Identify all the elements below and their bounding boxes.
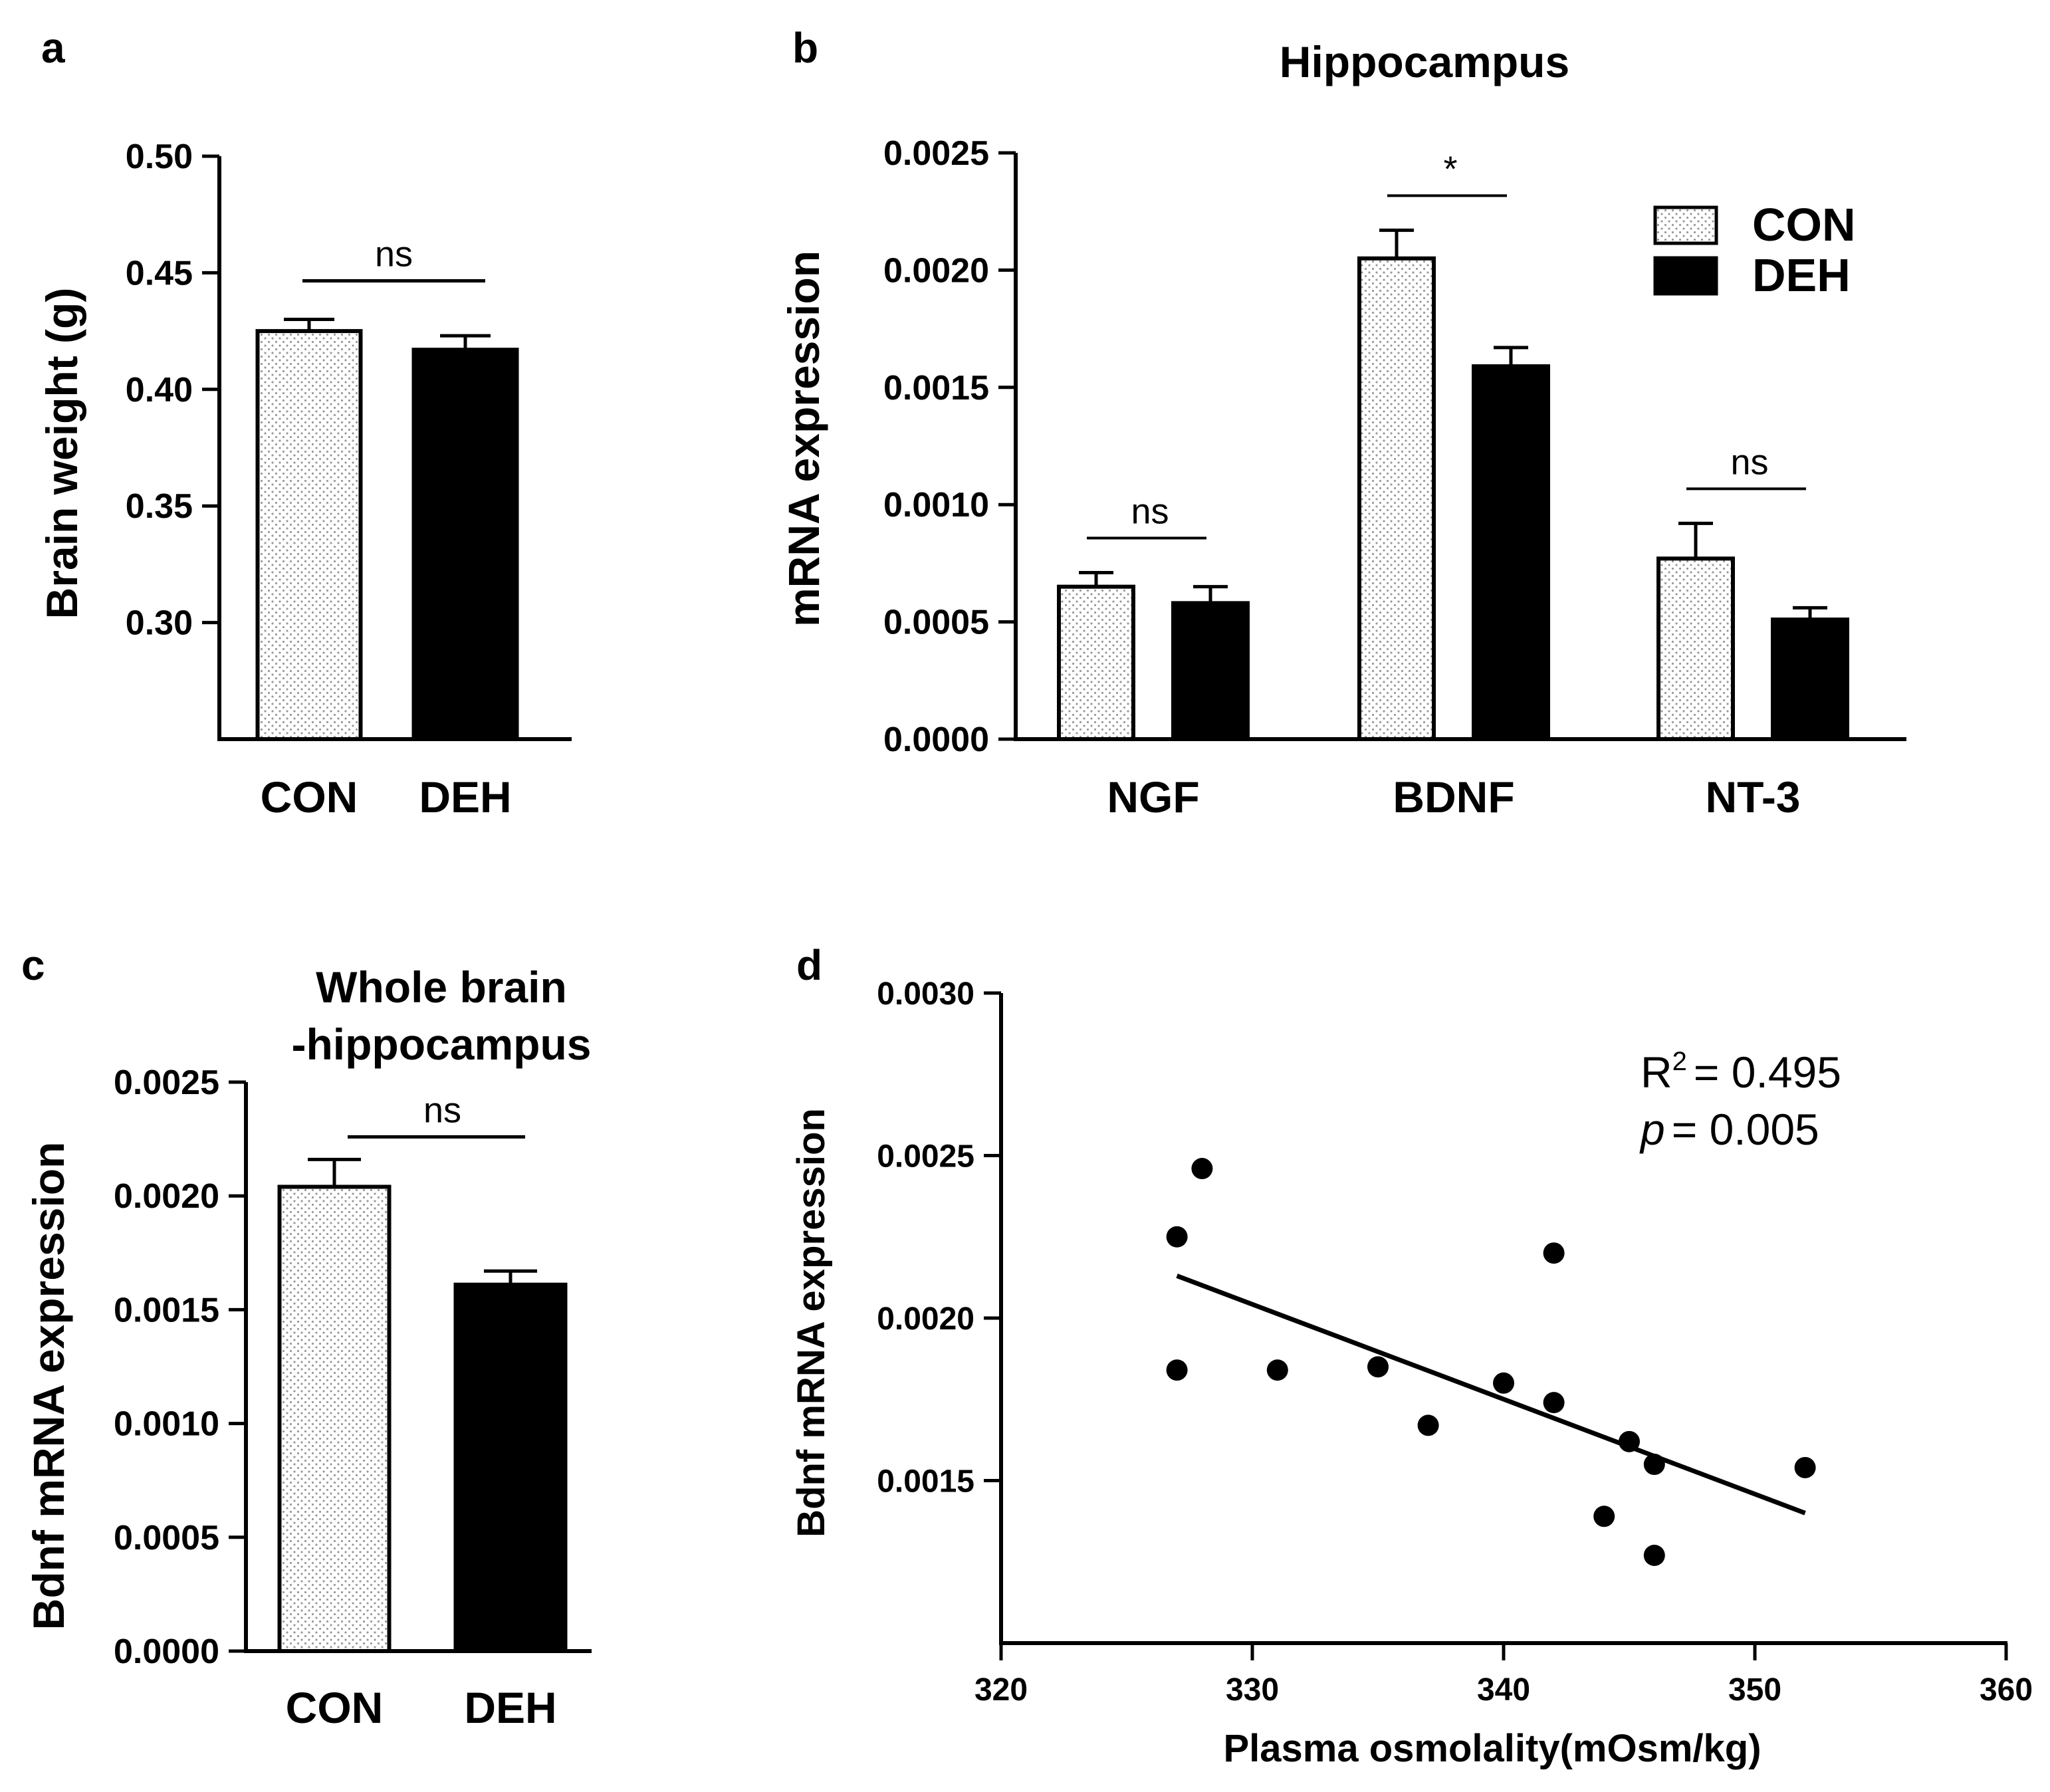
y-tick-label: 0.0000	[114, 1632, 219, 1671]
panel-c-title-line2: -hippocampus	[291, 1020, 591, 1069]
bar	[1057, 584, 1135, 741]
y-tick-label: 0.0005	[114, 1519, 219, 1557]
x-tick-label: 320	[974, 1672, 1028, 1708]
y-tick-label: 0.0025	[114, 1064, 219, 1102]
y-tick-label: 0.0005	[883, 604, 989, 642]
bar	[411, 348, 519, 741]
bar	[1357, 256, 1436, 741]
legend-label: CON	[1752, 199, 1856, 251]
scatter-point	[1643, 1544, 1665, 1566]
x-tick-label: 340	[1477, 1672, 1530, 1708]
legend-swatch	[1653, 205, 1718, 245]
significance-label: *	[1443, 149, 1457, 189]
regression-line	[1176, 1274, 1806, 1515]
y-tick-label: 0.0015	[883, 369, 989, 407]
panel-d-p-stat: p = 0.005	[1639, 1105, 1819, 1154]
y-tick-label: 0.30	[126, 604, 193, 643]
y-tick-label: 0.0025	[877, 1139, 974, 1175]
category-label: CON	[261, 772, 358, 822]
significance-label: ns	[1131, 492, 1169, 532]
panel-d-ylabel: Bdnf mRNA expression	[790, 1108, 833, 1537]
bar	[1472, 364, 1550, 741]
y-tick-label: 0.0015	[877, 1464, 974, 1500]
bar	[1656, 556, 1735, 741]
y-tick-label: 0.35	[126, 487, 193, 526]
category-label: DEH	[464, 1683, 556, 1732]
bar	[277, 1184, 392, 1653]
scatter-point	[1493, 1372, 1514, 1394]
panel-b-ylabel: mRNA expression	[779, 251, 828, 627]
panel-d-r2-symbol: R	[1641, 1048, 1672, 1097]
scatter-point	[1417, 1414, 1439, 1436]
y-tick-label: 0.0025	[883, 134, 989, 173]
panel-d-r2-superscript: 2	[1672, 1047, 1687, 1076]
panel-d: d Bdnf mRNA expression Plasma osmolality…	[790, 941, 2033, 1770]
scatter-point	[1266, 1359, 1288, 1381]
scatter-point	[1543, 1242, 1565, 1264]
panel-c-ylabel: Bdnf mRNA expression	[24, 1142, 73, 1630]
bar	[1171, 601, 1250, 741]
significance-label: ns	[1730, 442, 1768, 482]
y-tick-label: 0.0020	[883, 251, 989, 290]
panel-c-title-line1: Whole brain	[316, 962, 567, 1012]
panel-b-title: Hippocampus	[1280, 37, 1569, 86]
scatter-point	[1191, 1158, 1213, 1180]
y-tick-label: 0.45	[126, 254, 193, 292]
panel-d-r2-value: = 0.495	[1694, 1048, 1841, 1097]
y-tick-label: 0.0020	[877, 1301, 974, 1337]
bar	[255, 329, 363, 742]
scatter-point	[1166, 1359, 1188, 1381]
y-tick-label: 0.50	[126, 138, 193, 176]
scatter-point	[1593, 1506, 1615, 1527]
legend-swatch	[1653, 256, 1718, 296]
panel-c: c Whole brain -hippocampus Bdnf mRNA exp…	[21, 941, 592, 1732]
scatter-point	[1643, 1454, 1665, 1476]
category-label: BDNF	[1393, 772, 1514, 822]
y-tick-label: 0.0010	[114, 1405, 219, 1444]
y-tick-label: 0.0010	[883, 486, 989, 524]
significance-label: ns	[423, 1090, 461, 1130]
x-tick-label: 350	[1728, 1672, 1781, 1708]
x-tick-label: 330	[1226, 1672, 1279, 1708]
category-label: CON	[286, 1683, 384, 1732]
panel-c-letter: c	[21, 941, 45, 989]
panel-a-ylabel: Brain weight (g)	[37, 288, 86, 619]
y-tick-label: 0.0030	[877, 976, 974, 1012]
panel-d-p-value: = 0.005	[1672, 1105, 1819, 1154]
panel-a-letter: a	[41, 24, 65, 72]
scatter-point	[1794, 1456, 1816, 1478]
scatter-point	[1619, 1430, 1640, 1452]
panel-d-p-symbol: p	[1639, 1105, 1665, 1154]
significance-label: ns	[375, 235, 413, 275]
category-label: NT-3	[1705, 772, 1800, 822]
y-tick-label: 0.0000	[883, 721, 989, 759]
y-tick-label: 0.0020	[114, 1177, 219, 1216]
y-tick-label: 0.0015	[114, 1291, 219, 1329]
panel-b-letter: b	[792, 24, 818, 72]
category-label: DEH	[419, 772, 511, 822]
panel-a: a Brain weight (g) 0.300.350.400.450.50 …	[37, 24, 572, 822]
panel-d-letter: d	[796, 941, 822, 989]
bar	[453, 1282, 568, 1653]
scatter-point	[1543, 1392, 1565, 1414]
panel-d-r2-stat: R2 = 0.495	[1641, 1047, 1841, 1097]
legend-label: DEH	[1752, 249, 1851, 301]
category-label: NGF	[1107, 772, 1199, 822]
y-tick-label: 0.40	[126, 371, 193, 409]
x-tick-label: 360	[1980, 1672, 2033, 1708]
scatter-point	[1367, 1356, 1389, 1378]
panel-b: b Hippocampus mRNA expression 0.0000 0.00…	[779, 24, 1906, 822]
scatter-point	[1166, 1226, 1188, 1248]
bar	[1771, 617, 1849, 742]
panel-d-xlabel: Plasma osmolality(mOsm/kg)	[1223, 1727, 1761, 1770]
